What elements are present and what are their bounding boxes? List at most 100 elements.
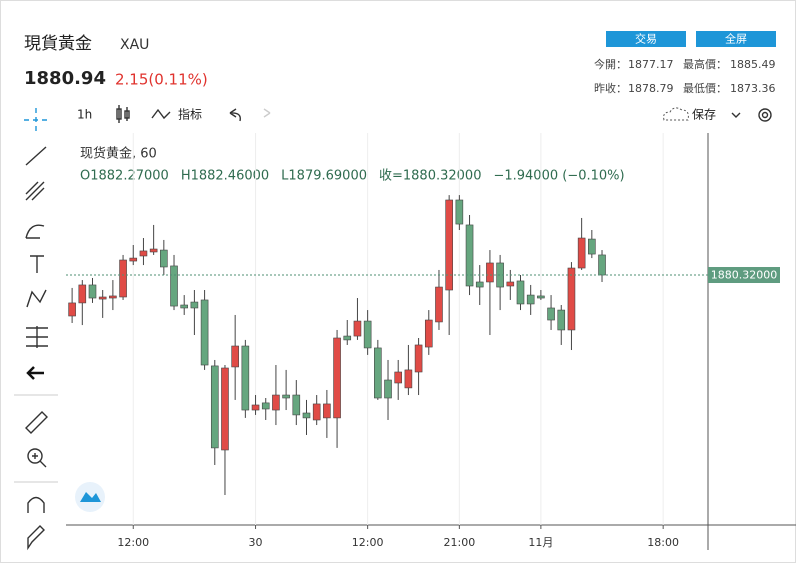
candle-body xyxy=(190,301,199,309)
stat-value: 1877.17 xyxy=(628,58,674,71)
text-tool[interactable] xyxy=(30,255,44,273)
symbol: XAU xyxy=(120,37,149,53)
save[interactable]: 保存 xyxy=(692,108,716,122)
stat-value: 1878.79 xyxy=(628,82,674,95)
pattern-tool[interactable] xyxy=(26,289,47,308)
save-menu[interactable] xyxy=(731,112,741,118)
x-tick-label: 21:00 xyxy=(444,536,476,549)
brush-tool[interactable] xyxy=(25,224,45,239)
candle-body xyxy=(526,294,535,305)
instrument-name: 現貨黃金 xyxy=(24,34,92,54)
trade-label[interactable]: 交易 xyxy=(635,32,657,46)
line-tool[interactable] xyxy=(25,146,47,166)
candle-body xyxy=(210,365,219,449)
candle-body xyxy=(445,199,453,291)
legend-item: 收=1880.32000 xyxy=(379,169,481,184)
trade-button[interactable] xyxy=(606,31,686,47)
price: 1880.94 xyxy=(24,68,106,89)
candle-body xyxy=(88,284,97,299)
legend-item: O1882.27000 xyxy=(80,169,169,184)
measure-tool[interactable] xyxy=(26,326,48,348)
candle-body xyxy=(465,224,474,287)
stat-label: 最低價： xyxy=(683,81,727,95)
fib-tool[interactable] xyxy=(25,181,45,201)
candle-body xyxy=(394,371,403,384)
legend-title: 现货黄金, 60 xyxy=(80,146,157,162)
crosshair-tool[interactable] xyxy=(24,108,48,132)
indicator-icon[interactable] xyxy=(151,108,171,120)
stat-value: 1885.49 xyxy=(730,58,776,71)
candle-body xyxy=(312,403,321,421)
stat-label: 最高價： xyxy=(683,57,727,71)
legend-item: L1879.69000 xyxy=(281,169,367,184)
drawing-tools xyxy=(14,108,58,551)
candle-body xyxy=(557,309,566,331)
candle-body xyxy=(384,379,392,399)
fullscreen-button[interactable] xyxy=(696,31,776,47)
candle-body xyxy=(149,248,158,253)
candle-body xyxy=(333,337,341,419)
candle-body xyxy=(241,345,250,411)
undo[interactable] xyxy=(229,108,241,122)
candle-icon[interactable] xyxy=(116,105,130,123)
x-tick-label: 18:00 xyxy=(647,536,679,549)
lock-tool[interactable] xyxy=(27,525,45,551)
legend-item: −1.94000 (−0.10%) xyxy=(493,169,624,184)
candle-body xyxy=(455,199,464,225)
candle-body xyxy=(598,254,606,276)
stat-label: 今開： xyxy=(594,57,627,71)
last-price-label: 1880.32000 xyxy=(711,269,777,282)
candle-body xyxy=(302,412,311,419)
zoom-tool[interactable] xyxy=(27,448,43,464)
candle-body xyxy=(292,394,301,416)
last-price-box xyxy=(708,267,780,284)
x-tick-label: 12:00 xyxy=(352,536,384,549)
candle-body xyxy=(139,250,148,257)
candle-body xyxy=(577,237,586,269)
redo[interactable] xyxy=(263,108,271,118)
toolbar: 1h 指标 保存 xyxy=(77,105,772,123)
logo xyxy=(80,492,101,502)
ruler-tool[interactable] xyxy=(25,411,48,434)
change: 2.15(0.11%) xyxy=(115,71,208,89)
settings[interactable] xyxy=(758,108,772,122)
candle-body xyxy=(475,281,484,288)
candle-body xyxy=(180,304,189,309)
magnet-tool[interactable] xyxy=(27,496,45,514)
candle-body xyxy=(68,302,76,317)
stat-label: 昨收： xyxy=(594,81,627,95)
candle-body xyxy=(200,299,209,366)
candle-body xyxy=(547,307,555,321)
candle-body xyxy=(170,265,178,307)
stat-value: 1873.36 xyxy=(730,82,776,95)
candle-body xyxy=(98,296,107,300)
candle-body xyxy=(231,345,239,368)
candle-body xyxy=(109,295,117,299)
settings-core xyxy=(761,111,769,119)
legend-item: H1882.46000 xyxy=(181,169,269,184)
x-tick-label: 12:00 xyxy=(117,536,149,549)
candle-body xyxy=(404,369,413,389)
candle-body xyxy=(435,286,443,323)
cloud-icon[interactable] xyxy=(663,107,689,121)
candle-body xyxy=(272,394,280,411)
candle-body xyxy=(323,403,331,419)
candle-body xyxy=(414,344,423,373)
candle-body xyxy=(261,402,270,410)
candle-body xyxy=(129,257,138,262)
candle-body xyxy=(343,335,352,341)
fullscreen-label[interactable]: 全屏 xyxy=(725,32,747,46)
candle-body xyxy=(506,281,515,287)
candle-body xyxy=(424,319,433,348)
candle-body xyxy=(282,394,290,399)
candle-body xyxy=(588,238,596,255)
zoom-detail xyxy=(32,453,47,468)
candle-body xyxy=(251,404,260,411)
back-tool[interactable] xyxy=(26,366,44,380)
indicators[interactable]: 指标 xyxy=(178,107,202,122)
candle-body xyxy=(353,320,362,337)
interval[interactable]: 1h xyxy=(77,108,92,122)
